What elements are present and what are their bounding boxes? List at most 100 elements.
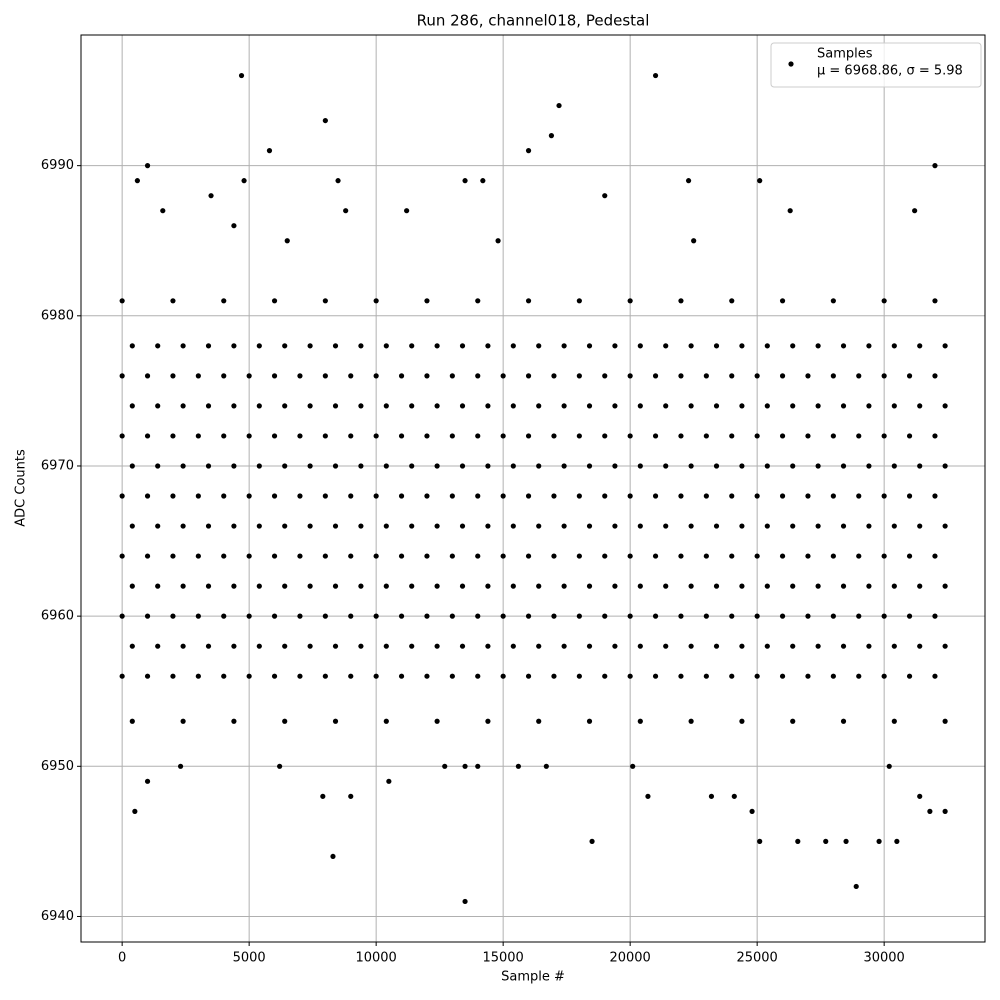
point	[906, 673, 913, 679]
point	[322, 373, 328, 379]
point	[739, 643, 745, 649]
point	[787, 208, 793, 214]
point	[576, 613, 582, 619]
point	[322, 117, 328, 124]
point	[881, 433, 887, 439]
point	[449, 613, 455, 619]
point	[409, 463, 415, 469]
point	[383, 523, 389, 529]
point	[424, 673, 430, 679]
point	[612, 643, 618, 649]
point	[129, 343, 135, 349]
point	[322, 493, 328, 499]
point	[284, 238, 290, 244]
point	[119, 493, 125, 499]
point	[652, 673, 659, 679]
point	[195, 493, 201, 499]
point	[343, 208, 349, 214]
point	[241, 178, 247, 184]
point	[246, 613, 252, 619]
point	[713, 523, 720, 529]
point	[612, 463, 618, 469]
point	[307, 583, 313, 589]
point	[612, 523, 618, 529]
point	[764, 403, 770, 409]
point	[688, 523, 694, 529]
axes-frame	[80, 34, 986, 943]
point	[119, 613, 125, 619]
point	[764, 463, 770, 469]
point	[731, 793, 737, 799]
point	[586, 523, 593, 529]
point	[688, 403, 694, 409]
point	[485, 718, 491, 724]
x-axis-label: Sample #	[501, 970, 565, 985]
point	[398, 673, 405, 679]
point	[424, 613, 430, 619]
point	[358, 583, 364, 589]
point	[221, 553, 227, 559]
point	[434, 343, 440, 349]
point	[144, 613, 151, 619]
y-tick-label: 6960	[41, 609, 74, 624]
point	[561, 463, 567, 469]
point	[170, 373, 176, 379]
point	[561, 583, 567, 589]
point	[881, 673, 887, 679]
point	[282, 343, 288, 349]
point	[754, 553, 760, 559]
point	[551, 373, 557, 379]
point	[155, 343, 161, 349]
point	[602, 373, 608, 379]
point	[282, 643, 288, 649]
point	[129, 718, 135, 724]
point	[231, 343, 237, 349]
point	[881, 553, 887, 559]
points	[119, 72, 948, 905]
point	[830, 553, 836, 559]
point	[383, 583, 389, 589]
point	[144, 553, 151, 559]
point	[942, 643, 948, 649]
point	[823, 838, 829, 844]
point	[459, 343, 466, 349]
point	[434, 718, 440, 724]
point	[663, 643, 669, 649]
point	[663, 523, 669, 529]
point	[815, 463, 821, 469]
point	[307, 463, 313, 469]
point	[449, 373, 455, 379]
point	[536, 343, 542, 349]
point	[398, 433, 405, 439]
point	[525, 373, 532, 379]
point	[297, 433, 303, 439]
point	[779, 673, 786, 679]
point	[404, 208, 410, 214]
point	[256, 463, 262, 469]
y-tick-label: 6970	[41, 458, 74, 473]
point	[536, 718, 542, 724]
point	[373, 373, 379, 379]
point	[231, 643, 237, 649]
point	[688, 463, 694, 469]
point	[525, 148, 532, 154]
point	[652, 373, 659, 379]
point	[475, 613, 481, 619]
point	[703, 433, 709, 439]
point	[358, 403, 364, 409]
point	[144, 373, 151, 379]
point	[932, 613, 938, 619]
point	[830, 613, 836, 619]
point	[830, 673, 836, 679]
point	[917, 643, 923, 649]
point	[576, 553, 582, 559]
point	[627, 373, 633, 379]
point	[866, 463, 872, 469]
point	[815, 523, 821, 529]
point	[449, 493, 455, 499]
point	[434, 523, 440, 529]
point	[729, 373, 735, 379]
point	[409, 643, 415, 649]
point	[424, 493, 430, 499]
point	[348, 613, 354, 619]
